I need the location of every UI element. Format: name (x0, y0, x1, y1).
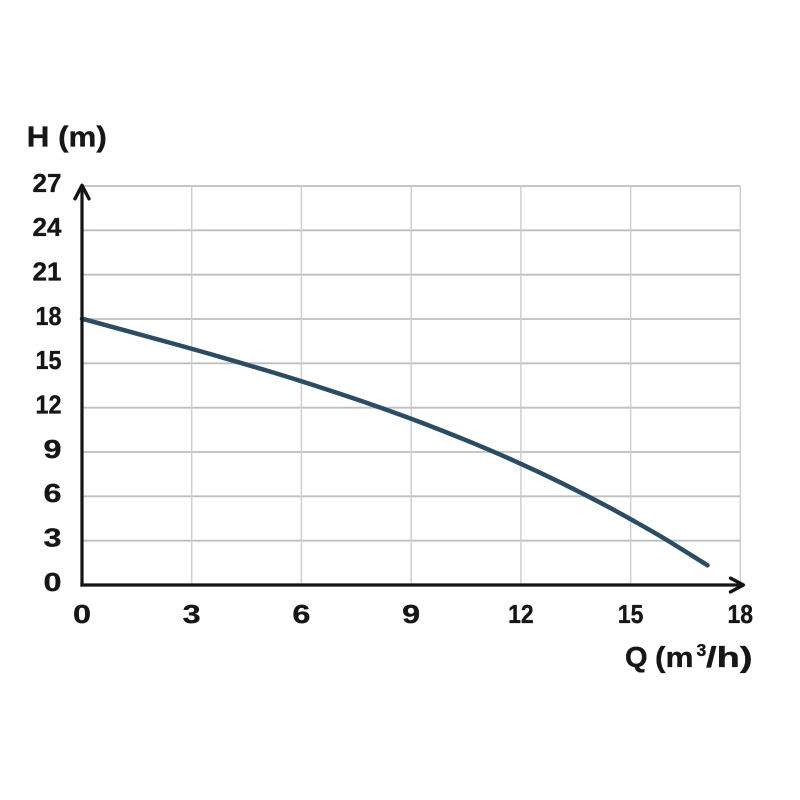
svg-text:6: 6 (44, 478, 62, 508)
svg-text:0: 0 (44, 567, 62, 597)
svg-text:9: 9 (402, 599, 420, 629)
svg-text:3: 3 (183, 599, 201, 629)
svg-text:12: 12 (36, 390, 62, 420)
svg-text:6: 6 (292, 599, 310, 629)
svg-text:12: 12 (508, 599, 534, 629)
svg-text:9: 9 (44, 434, 62, 464)
svg-text:(m: (m (655, 642, 694, 674)
svg-text:3: 3 (697, 640, 707, 660)
svg-text:15: 15 (36, 345, 62, 375)
svg-text:H (m): H (m) (27, 122, 107, 154)
svg-text:0: 0 (73, 599, 91, 629)
svg-text:27: 27 (33, 168, 62, 198)
svg-text:/h): /h) (706, 642, 753, 674)
svg-text:24: 24 (33, 212, 63, 242)
svg-text:18: 18 (728, 599, 754, 629)
svg-text:15: 15 (618, 599, 644, 629)
svg-text:Q: Q (625, 642, 648, 674)
svg-text:3: 3 (44, 523, 62, 553)
svg-text:21: 21 (33, 257, 62, 287)
svg-text:18: 18 (36, 301, 62, 331)
